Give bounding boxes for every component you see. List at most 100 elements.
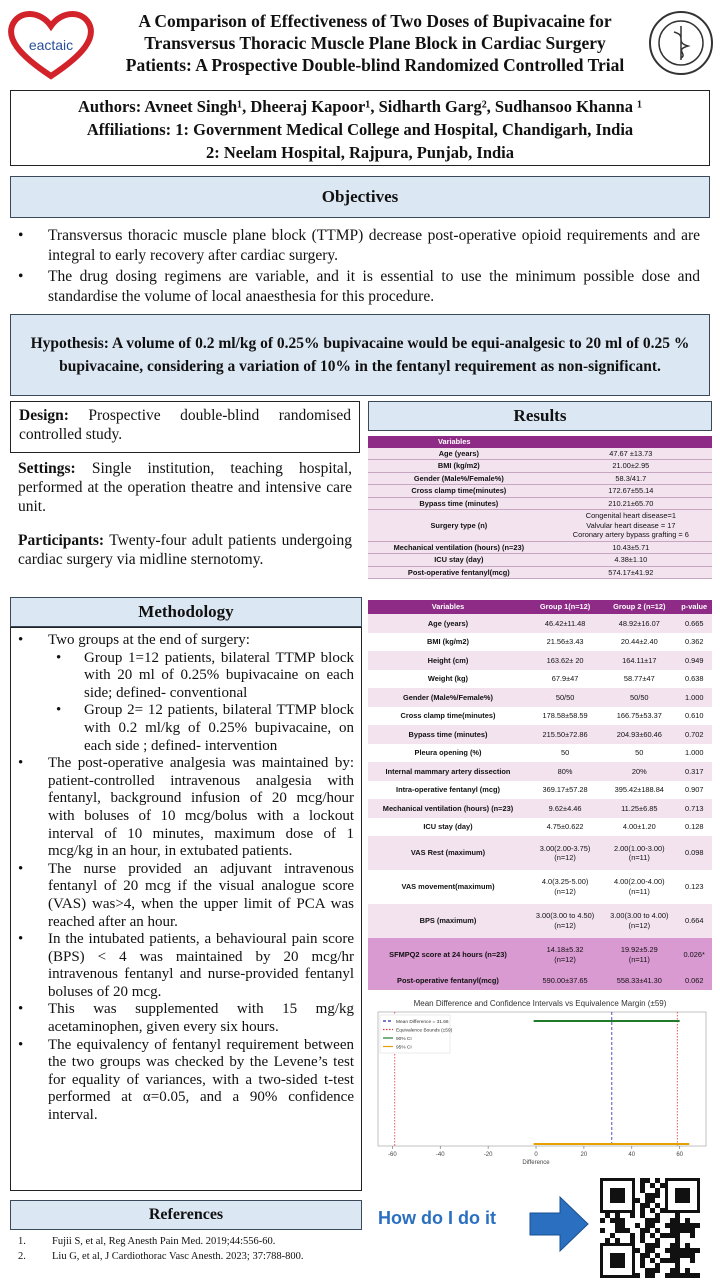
objectives-title: Objectives <box>10 176 710 218</box>
cell: 172.67±55.14 <box>549 484 712 498</box>
cell-line: 4.0(3.25-5.00) <box>541 877 589 887</box>
header-cell: p-value <box>676 600 712 614</box>
bullet: In the intubated patients, a behavioural… <box>10 931 354 1001</box>
qr-module <box>610 1233 615 1238</box>
header-cell: Variables <box>368 436 550 448</box>
qr-module <box>650 1258 655 1263</box>
cell: 590.00±37.65 <box>527 971 603 990</box>
bullet: Transversus thoracic muscle plane block … <box>10 226 700 265</box>
cell-line: 3.00(3.00 to 4.00) <box>610 911 669 921</box>
qr-module <box>685 1223 690 1228</box>
qr-module <box>640 1263 645 1268</box>
qr-module <box>645 1273 650 1278</box>
cell-line: (n=11) <box>628 954 650 964</box>
cell: 58.77±47 <box>623 674 655 684</box>
cell: Mechanical ventilation (hours) (n=23) <box>368 541 550 554</box>
bullet-text: Two groups at the end of surgery: <box>48 632 250 648</box>
label: Design: <box>19 407 69 424</box>
bullet: Two groups at the end of surgery: Group 1… <box>10 632 354 755</box>
qr-module <box>675 1223 680 1228</box>
cell: 3.00(3.00 to 4.00) (n=12) <box>602 903 677 938</box>
cell: 19.92±5.29 (n=11) <box>602 937 677 972</box>
chart: Mean Difference and Confidence Intervals… <box>377 999 707 1166</box>
cell: 67.9±47 <box>551 674 579 684</box>
ref-text: Fujii S, et al, Reg Anesth Pain Med. 201… <box>52 1236 276 1247</box>
cell: 10.43±5.71 <box>549 541 712 554</box>
qr-module <box>615 1213 620 1218</box>
legend-label: 95% CI <box>396 1045 412 1051</box>
qr-code <box>600 1178 700 1278</box>
cell: Mechanical ventilation (hours) (n=23) <box>368 799 528 818</box>
college-logo <box>649 11 713 75</box>
cell: 0.026* <box>676 937 712 972</box>
row: VAS movement(maximum) 4.0(3.25-5.00) (n=12… <box>368 870 712 904</box>
author-names: Authors: Avneet Singh¹, Dheeraj Kapoor¹,… <box>77 97 643 116</box>
cell-line: (n=12) <box>628 920 651 930</box>
row: Cross clamp time(minutes) 172.67±55.14 <box>368 484 712 498</box>
cell-line: 14.18±5.32 <box>546 945 584 955</box>
cell-line: (n=12) <box>554 886 576 896</box>
legend-label: Equivalence Bounds (±59) <box>396 1028 453 1034</box>
cell: 0.664 <box>676 903 712 938</box>
cell: BPS (maximum) <box>368 903 528 938</box>
row: Intra-operative fentanyl (mcg) 369.17±57.… <box>368 781 712 800</box>
references-list: 1. Fujii S, et al, Reg Anesth Pain Med. 2… <box>18 1234 358 1264</box>
qr-module <box>665 1223 670 1228</box>
table: Variables Group 1(n=12) Group 2 (n=12) p-va… <box>368 600 712 990</box>
cell-line: Coronary artery bypass grafting = 6 <box>572 530 689 539</box>
qr-module <box>650 1273 655 1278</box>
row: Mechanical ventilation (hours) (n=23) 9.6… <box>368 799 712 818</box>
title-line: Transversus Thoracic Muscle Plane Block … <box>144 33 606 53</box>
cell: Intra-operative fentanyl (mcg) <box>396 785 500 795</box>
qr-module <box>605 1213 610 1218</box>
row: Internal mammary artery dissection 80% 20%… <box>368 762 712 781</box>
qr-module <box>640 1213 645 1218</box>
sub-list: Group 1=12 patients, bilateral TTMP bloc… <box>48 650 354 756</box>
cell: ICU stay (day) <box>423 822 473 832</box>
qr-module <box>640 1233 645 1238</box>
qr-module <box>690 1228 695 1233</box>
row: Weight (kg) 67.9±47 58.77±47 0.638 <box>368 670 712 689</box>
bullet: The equivalency of fentanyl requirement … <box>10 1037 354 1125</box>
qr-module <box>690 1253 695 1258</box>
bullet-text: In the intubated patients, a behavioural… <box>48 931 354 1000</box>
qr-module <box>640 1253 645 1258</box>
header-cell: Group 1(n=12) <box>527 600 603 614</box>
qr-module <box>655 1218 660 1223</box>
qr-module <box>685 1228 690 1233</box>
qr-module <box>655 1178 660 1183</box>
cell: 4.75±0.622 <box>546 822 584 832</box>
chart-title: Mean Difference and Confidence Intervals… <box>414 999 667 1008</box>
qr-module <box>600 1228 605 1233</box>
qr-module <box>685 1243 690 1248</box>
cell: SFMPQ2 score at 24 hours (n=23) <box>368 937 528 972</box>
sub-bullet: Group 2= 12 patients, bilateral TTMP blo… <box>48 702 354 755</box>
qr-finder-center <box>610 1188 625 1203</box>
qr-module <box>675 1238 680 1243</box>
qr-module <box>680 1253 685 1258</box>
cell: 204.93±60.46 <box>602 725 677 744</box>
cell: Height (cm) <box>368 651 528 670</box>
cell: VAS movement(maximum) <box>401 882 495 892</box>
row: VAS Rest (maximum) 3.00(2.00-3.75) (n=12) 2… <box>368 836 712 870</box>
qr-module <box>695 1248 700 1253</box>
cell: Age (years) <box>368 614 528 633</box>
cell: 80% <box>527 762 603 781</box>
cell: Congenital heart disease=1 Valvular heart… <box>549 509 712 542</box>
qr-module <box>645 1218 650 1223</box>
qr-module <box>655 1193 660 1198</box>
bullet: The drug dosing regimens are variable, a… <box>10 267 700 306</box>
bullet-text: This was supplemented with 15 mg/kg acet… <box>48 1001 354 1036</box>
header-cell: Variables <box>368 600 528 614</box>
cell: 0.062 <box>676 971 712 990</box>
qr-module <box>675 1248 680 1253</box>
row: Post-operative fentanyl(mcg) 574.17±41.92 <box>368 566 712 579</box>
cell: 0.317 <box>676 762 712 781</box>
qr-finder-center <box>610 1253 625 1268</box>
cell: 0.907 <box>684 785 704 795</box>
header-cell: Group 2 (n=12) <box>602 600 677 614</box>
logo: eactaic <box>8 11 94 80</box>
qr-module <box>655 1238 660 1243</box>
cell: 4.0(3.25-5.00) (n=12) <box>528 870 602 904</box>
qr-module <box>685 1253 690 1258</box>
